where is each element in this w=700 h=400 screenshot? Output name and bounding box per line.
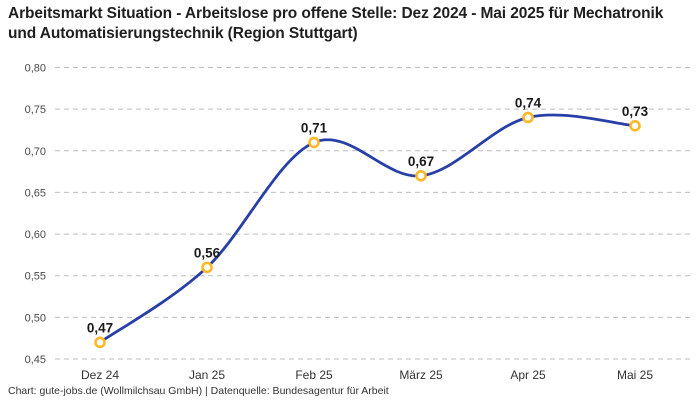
- x-axis-tick-label: Dez 24: [81, 368, 119, 382]
- y-axis-tick-label: 0,45: [25, 354, 46, 366]
- data-point-label: 0,56: [194, 245, 221, 260]
- y-axis-tick-label: 0,75: [25, 104, 46, 116]
- chart-title: Arbeitsmarkt Situation - Arbeitslose pro…: [8, 5, 664, 42]
- data-point-label: 0,74: [515, 95, 542, 110]
- x-axis-tick-label: Apr 25: [510, 368, 546, 382]
- y-axis-tick-label: 0,60: [25, 229, 46, 241]
- data-point-label: 0,71: [301, 120, 328, 135]
- data-point-marker: [94, 336, 106, 349]
- data-point-marker: [629, 120, 641, 132]
- data-point-label: 0,73: [622, 104, 649, 119]
- x-axis-tick-label: Mai 25: [617, 368, 653, 382]
- x-axis-tick-label: März 25: [399, 368, 443, 382]
- data-point-marker: [415, 169, 427, 182]
- x-axis-tick-label: Feb 25: [295, 368, 333, 382]
- data-point-marker: [522, 111, 534, 124]
- y-axis-tick-label: 0,50: [25, 312, 46, 324]
- y-axis-tick-label: 0,70: [25, 146, 46, 158]
- chart-footer: Chart: gute-jobs.de (Wollmilchsau GmbH) …: [8, 385, 389, 397]
- y-axis-tick-label: 0,55: [25, 271, 46, 283]
- data-point-marker: [201, 261, 213, 274]
- y-axis-tick-label: 0,80: [25, 63, 46, 75]
- data-line: [98, 113, 637, 344]
- data-point-marker: [308, 136, 320, 149]
- y-axis-tick-label: 0,65: [25, 187, 46, 199]
- x-axis-tick-label: Jan 25: [189, 368, 225, 382]
- data-point-label: 0,67: [408, 154, 434, 169]
- data-point-label: 0,47: [87, 320, 113, 335]
- line-chart-svg: 0,45 0,50 0,55 0,60 0,65 0,70 0,75 0,80 0,47 Dez …: [25, 63, 691, 382]
